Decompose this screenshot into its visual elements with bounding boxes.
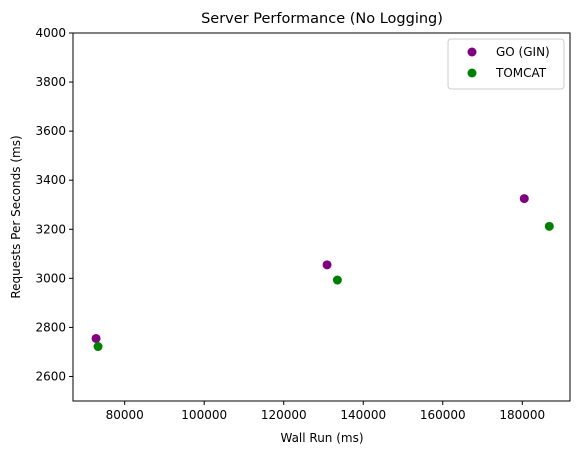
point-tomcat-0 bbox=[93, 342, 103, 352]
point-go-gin-1 bbox=[322, 260, 332, 270]
legend-label: GO (GIN) bbox=[496, 45, 550, 59]
y-tick-label: 2800 bbox=[35, 320, 66, 334]
y-tick-label: 3200 bbox=[35, 222, 66, 236]
x-tick-label: 160000 bbox=[420, 408, 466, 422]
x-tick-label: 100000 bbox=[181, 408, 227, 422]
plot-frame bbox=[72, 32, 571, 402]
x-tick-label: 180000 bbox=[499, 408, 545, 422]
legend-label: TOMCAT bbox=[495, 66, 547, 80]
x-axis-ticks: 80000 100000 120000 140000 160000 180000 bbox=[106, 401, 545, 422]
point-tomcat-1 bbox=[332, 275, 342, 285]
x-tick-label: 120000 bbox=[261, 408, 307, 422]
x-axis-label: Wall Run (ms) bbox=[280, 431, 363, 445]
y-tick-label: 3600 bbox=[35, 124, 66, 138]
legend-box bbox=[447, 38, 565, 90]
legend-marker bbox=[467, 47, 477, 57]
y-tick-label: 3800 bbox=[35, 75, 66, 89]
chart-title: Server Performance (No Logging) bbox=[201, 11, 443, 27]
y-tick-label: 4000 bbox=[35, 26, 66, 40]
y-axis-label: Requests Per Seconds (ms) bbox=[9, 135, 23, 298]
y-tick-label: 3000 bbox=[35, 271, 66, 285]
point-tomcat-2 bbox=[544, 221, 554, 231]
point-go-gin-2 bbox=[519, 194, 529, 204]
legend-marker bbox=[467, 68, 477, 78]
y-tick-label: 2600 bbox=[35, 369, 66, 383]
x-tick-label: 140000 bbox=[340, 408, 386, 422]
point-go-gin-0 bbox=[91, 333, 101, 343]
y-axis-ticks: 2600 2800 3000 3200 3400 3600 3800 4000 bbox=[35, 26, 73, 383]
data-points bbox=[91, 194, 554, 352]
legend: GO (GIN) TOMCAT bbox=[447, 38, 565, 90]
y-tick-label: 3400 bbox=[35, 173, 66, 187]
x-tick-label: 80000 bbox=[106, 408, 144, 422]
